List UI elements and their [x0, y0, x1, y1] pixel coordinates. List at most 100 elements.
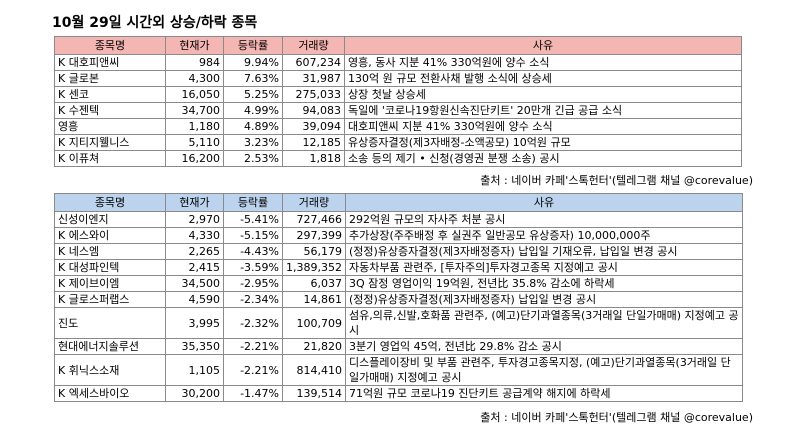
- stock-rate: 3.23%: [223, 134, 283, 151]
- table-row: K 네스엠 2,265 -4.43% 56,179 (정정)유상증자결정(제3자…: [54, 243, 743, 260]
- stock-price: 30,200: [165, 385, 224, 402]
- stock-price: 2,970: [165, 211, 224, 228]
- stock-name: K 대성파인텍: [54, 259, 166, 276]
- header-rate: 등락률: [223, 36, 283, 55]
- stock-reason: 독일에 '코로나19항원신속진단키트' 20만개 긴급 공급 소식: [344, 102, 742, 119]
- stock-name: K 네스엠: [54, 243, 166, 260]
- table-row: K 엑세스바이오 30,200 -1.47% 139,514 71억원 규모 코…: [54, 385, 743, 402]
- stock-reason: (정정)유상증자결정(제3자배정증자) 납입일 기재오류, 납입일 변경 공시: [344, 243, 743, 260]
- table-header-row: 종목명 현재가 등락률 거래량 사유: [54, 36, 742, 55]
- table-row: K 센코 16,050 5.25% 275,033 상장 첫날 상승세: [54, 86, 742, 103]
- stock-name: 신성이엔지: [54, 211, 166, 228]
- stock-rate: -3.59%: [223, 259, 283, 276]
- stock-rate: -2.32%: [223, 307, 283, 339]
- stock-volume: 1,818: [282, 150, 345, 167]
- stock-name: 진도: [54, 307, 166, 339]
- table-header-row: 종목명 현재가 등락률 거래량 사유: [54, 193, 743, 212]
- table-row: 신성이엔지 2,970 -5.41% 727,466 292억원 규모의 자사주…: [54, 211, 743, 228]
- stock-reason: 영흥, 동사 지분 41% 330억원에 양수 소식: [344, 54, 742, 71]
- stock-price: 16,050: [165, 86, 224, 103]
- stock-price: 34,700: [165, 102, 224, 119]
- stock-volume: 94,083: [282, 102, 345, 119]
- stock-reason: 3분기 영업익 45억, 전년比 29.8% 감소 공시: [344, 338, 743, 355]
- stock-volume: 31,987: [282, 70, 345, 87]
- stock-rate: 5.25%: [223, 86, 283, 103]
- stock-volume: 12,185: [282, 134, 345, 151]
- stock-name: K 대호피앤씨: [54, 54, 166, 71]
- stock-name: 현대에너지솔루션: [54, 338, 166, 355]
- table-row: K 수젠텍 34,700 4.99% 94,083 독일에 '코로나19항원신속…: [54, 102, 742, 119]
- falling-stocks-table: 종목명 현재가 등락률 거래량 사유 신성이엔지 2,970 -5.41% 72…: [54, 193, 743, 402]
- stock-price: 2,415: [165, 259, 224, 276]
- stock-price: 2,265: [165, 243, 224, 260]
- stock-reason: 상장 첫날 상승세: [344, 86, 742, 103]
- stock-volume: 21,820: [282, 338, 346, 355]
- table-row: K 글로본 4,300 7.63% 31,987 130억 원 규모 전환사채 …: [54, 70, 742, 87]
- header-price: 현재가: [165, 193, 224, 212]
- stock-price: 984: [165, 54, 224, 71]
- stock-reason: 자동차부품 관련주, [투자주의]투자경고종목 지정예고 공시: [344, 259, 743, 276]
- stock-reason: 3Q 잠정 영업이익 19억원, 전년比 35.8% 감소에 하락세: [344, 275, 743, 292]
- stock-price: 5,110: [165, 134, 224, 151]
- stock-volume: 814,410: [282, 354, 346, 386]
- stock-reason: 292억원 규모의 자사주 처분 공시: [344, 211, 743, 228]
- table-row: K 대호피앤씨 984 9.94% 607,234 영흥, 동사 지분 41% …: [54, 54, 742, 71]
- stock-reason: 소송 등의 제기 • 신청(경영권 분쟁 소송) 공시: [344, 150, 742, 167]
- table-row: 영흥 1,180 4.89% 39,094 대호피앤씨 지분 41% 330억원…: [54, 118, 742, 135]
- table-row: K 제이브이엠 34,500 -2.95% 6,037 3Q 잠정 영업이익 1…: [54, 275, 743, 292]
- stock-name: K 수젠텍: [54, 102, 166, 119]
- stock-reason: 디스플레이장비 및 부품 관련주, 투자경고종목지정, (예고)단기과열종목(3…: [344, 354, 743, 386]
- stock-rate: -2.95%: [223, 275, 283, 292]
- stock-reason: 섬유,의류,신발,호화품 관련주, (예고)단기과열종목(3거래일 단일가매매)…: [344, 307, 743, 339]
- stock-volume: 297,399: [282, 227, 346, 244]
- table-row: K 대성파인텍 2,415 -3.59% 1,389,352 자동차부품 관련주…: [54, 259, 743, 276]
- stock-reason: 대호피앤씨 지분 41% 330억원에 양수 소식: [344, 118, 742, 135]
- stock-name: K 글로본: [54, 70, 166, 87]
- rising-stocks-table: 종목명 현재가 등락률 거래량 사유 K 대호피앤씨 984 9.94% 607…: [54, 36, 742, 167]
- source-note: 출처 : 네이버 카페'스톡헌터'(텔레그램 채널 @corevalue): [480, 411, 753, 424]
- stock-volume: 139,514: [282, 385, 346, 402]
- stock-rate: 2.53%: [223, 150, 283, 167]
- stock-volume: 1,389,352: [282, 259, 346, 276]
- header-name: 종목명: [54, 36, 166, 55]
- stock-rate: -5.41%: [223, 211, 283, 228]
- header-name: 종목명: [54, 193, 166, 212]
- stock-name: 영흥: [54, 118, 166, 135]
- stock-name: K 에스와이: [54, 227, 166, 244]
- stock-price: 4,300: [165, 70, 224, 87]
- stock-rate: -2.21%: [223, 354, 283, 386]
- header-volume: 거래량: [282, 36, 345, 55]
- stock-rate: -2.21%: [223, 338, 283, 355]
- header-volume: 거래량: [282, 193, 346, 212]
- stock-reason: 71억원 규모 코로나19 진단키트 공급계약 해지에 하락세: [344, 385, 743, 402]
- stock-rate: -5.15%: [223, 227, 283, 244]
- header-reason: 사유: [344, 36, 742, 55]
- stock-name: K 글로스퍼랩스: [54, 291, 166, 308]
- stock-name: K 휘닉스소재: [54, 354, 166, 386]
- table-row: 현대에너지솔루션 35,350 -2.21% 21,820 3분기 영업익 45…: [54, 338, 743, 355]
- stock-volume: 100,709: [282, 307, 346, 339]
- stock-reason: (정정)유상증자결정(제3자배정증자) 납입일 변경 공시: [344, 291, 743, 308]
- table-row: K 휘닉스소재 1,105 -2.21% 814,410 디스플레이장비 및 부…: [54, 354, 743, 386]
- stock-price: 34,500: [165, 275, 224, 292]
- stock-volume: 607,234: [282, 54, 345, 71]
- stock-name: K 엑세스바이오: [54, 385, 166, 402]
- source-note: 출처 : 네이버 카페'스톡헌터'(텔레그램 채널 @corevalue): [480, 174, 753, 187]
- stock-reason: 유상증자결정(제3자배정-소액공모) 10억원 규모: [344, 134, 742, 151]
- table-row: K 에스와이 4,330 -5.15% 297,399 추가상장(주주배정 후 …: [54, 227, 743, 244]
- stock-rate: -4.43%: [223, 243, 283, 260]
- stock-reason: 130억 원 규모 전환사채 발행 소식에 상승세: [344, 70, 742, 87]
- stock-price: 3,995: [165, 307, 224, 339]
- stock-price: 35,350: [165, 338, 224, 355]
- stock-rate: 4.99%: [223, 102, 283, 119]
- stock-price: 1,105: [165, 354, 224, 386]
- stock-rate: 7.63%: [223, 70, 283, 87]
- stock-volume: 56,179: [282, 243, 346, 260]
- stock-rate: -2.34%: [223, 291, 283, 308]
- table-row: K 이퓨쳐 16,200 2.53% 1,818 소송 등의 제기 • 신청(경…: [54, 150, 742, 167]
- stock-name: K 이퓨쳐: [54, 150, 166, 167]
- stock-price: 4,590: [165, 291, 224, 308]
- table-row: K 글로스퍼랩스 4,590 -2.34% 14,861 (정정)유상증자결정(…: [54, 291, 743, 308]
- page-title: 10월 29일 시간외 상승/하락 종목: [52, 15, 258, 31]
- stock-rate: 4.89%: [223, 118, 283, 135]
